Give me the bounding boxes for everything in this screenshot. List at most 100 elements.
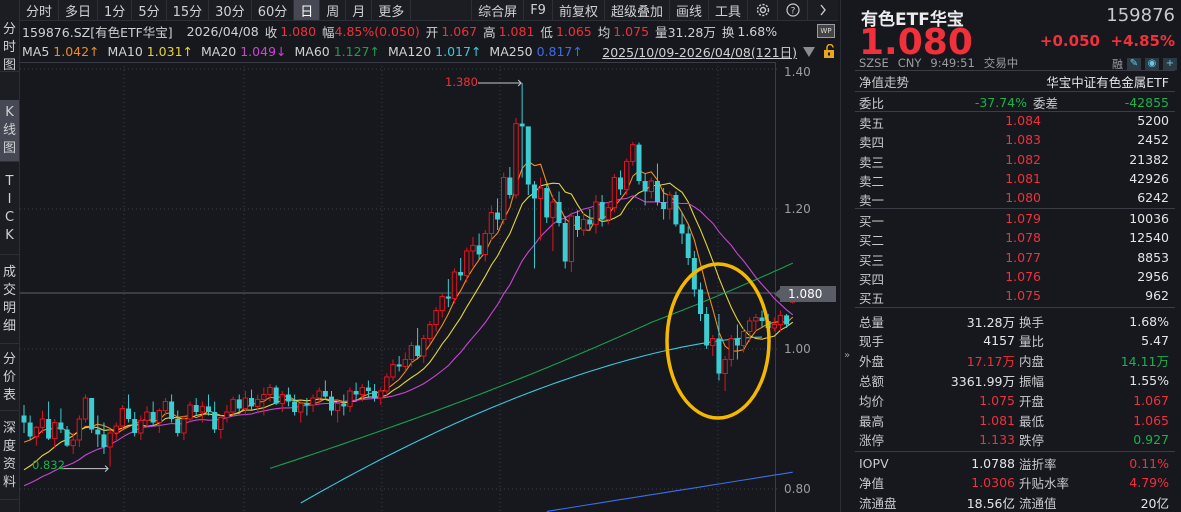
candle[interactable] xyxy=(64,426,70,447)
candlestick-plot[interactable] xyxy=(20,62,840,512)
tools-button[interactable]: 工具 xyxy=(709,0,748,20)
candle[interactable] xyxy=(292,394,298,416)
composite-screen-button[interactable]: 综合屏 xyxy=(472,0,525,20)
period-1min[interactable]: 1分 xyxy=(98,0,133,20)
candle[interactable] xyxy=(169,394,175,423)
candle[interactable] xyxy=(759,310,765,329)
candle[interactable] xyxy=(365,380,371,399)
candle[interactable] xyxy=(753,314,759,332)
candle[interactable] xyxy=(464,247,470,283)
candle[interactable] xyxy=(513,118,519,199)
bell-icon[interactable]: ◉ xyxy=(1145,58,1159,70)
candle[interactable] xyxy=(156,408,163,434)
edit-icon[interactable]: ✎ xyxy=(1127,58,1141,70)
candle[interactable] xyxy=(390,359,396,381)
kline-chart[interactable]: 1.40 1.20 1.00 0.80 1.080 1.380 0.832 xyxy=(20,62,840,512)
candle[interactable] xyxy=(27,415,33,441)
candle[interactable] xyxy=(661,188,667,220)
candle[interactable] xyxy=(740,328,747,353)
candle[interactable] xyxy=(212,401,218,434)
order-book-row[interactable]: 卖五 1.084 5200 xyxy=(855,113,1175,132)
candle[interactable] xyxy=(704,307,710,349)
candle[interactable] xyxy=(316,387,322,406)
candle[interactable] xyxy=(698,282,703,322)
candle[interactable] xyxy=(273,385,279,405)
candle[interactable] xyxy=(144,406,150,428)
candle[interactable] xyxy=(33,426,40,446)
candle[interactable] xyxy=(242,391,249,416)
candle[interactable] xyxy=(728,335,734,367)
candle[interactable] xyxy=(353,382,359,400)
candle[interactable] xyxy=(402,352,409,372)
candle[interactable] xyxy=(605,202,611,225)
candle[interactable] xyxy=(285,387,291,407)
candle[interactable] xyxy=(236,394,242,413)
candle[interactable] xyxy=(507,167,513,199)
candle[interactable] xyxy=(334,401,341,423)
candle[interactable] xyxy=(101,422,107,455)
candle[interactable] xyxy=(76,415,83,448)
candle[interactable] xyxy=(593,195,599,234)
candle[interactable] xyxy=(777,310,784,332)
candle[interactable] xyxy=(679,212,685,245)
period-5min[interactable]: 5分 xyxy=(132,0,167,20)
order-book-row[interactable]: 卖四 1.083 2452 xyxy=(855,132,1175,151)
candle[interactable] xyxy=(46,401,52,441)
candle[interactable] xyxy=(611,174,618,213)
candle[interactable] xyxy=(415,328,421,360)
candle[interactable] xyxy=(667,191,673,220)
candle[interactable] xyxy=(89,398,95,433)
candle[interactable] xyxy=(304,398,310,416)
period-week[interactable]: 周 xyxy=(320,0,347,20)
candle[interactable] xyxy=(347,387,353,413)
candle[interactable] xyxy=(230,396,236,416)
candle[interactable] xyxy=(648,177,654,199)
draw-line-button[interactable]: 画线 xyxy=(670,0,709,20)
candle[interactable] xyxy=(396,356,402,372)
candle[interactable] xyxy=(525,126,531,195)
candle[interactable] xyxy=(162,398,169,416)
candle[interactable] xyxy=(187,401,193,423)
candle[interactable] xyxy=(716,314,722,381)
candle[interactable] xyxy=(322,380,328,399)
candle[interactable] xyxy=(95,415,101,448)
nav-trend-row[interactable]: 净值走势 华宝中证有色金属ETF xyxy=(855,72,1175,90)
candle[interactable] xyxy=(433,307,439,332)
candle[interactable] xyxy=(199,401,206,423)
candle[interactable] xyxy=(575,210,580,237)
candle[interactable] xyxy=(341,394,347,416)
candle[interactable] xyxy=(544,184,550,224)
candle[interactable] xyxy=(495,198,501,231)
period-60min[interactable]: 60分 xyxy=(252,0,295,20)
order-book-row[interactable]: 买二 1.078 12540 xyxy=(855,230,1175,249)
candle[interactable] xyxy=(21,405,27,433)
candle[interactable] xyxy=(562,216,568,269)
unlock-icon[interactable] xyxy=(823,44,835,58)
collapse-icon[interactable]: » xyxy=(844,350,851,361)
candle[interactable] xyxy=(378,387,384,406)
candle[interactable] xyxy=(618,170,624,196)
period-more[interactable]: 更多 xyxy=(372,0,412,20)
forward-adjust-button[interactable]: 前复权 xyxy=(553,0,605,20)
period-intraday[interactable]: 分时 xyxy=(20,0,60,20)
candle[interactable] xyxy=(488,205,495,241)
wp-icon[interactable]: WP xyxy=(817,24,835,38)
candle[interactable] xyxy=(722,356,728,391)
period-15min[interactable]: 15分 xyxy=(167,0,210,20)
candle[interactable] xyxy=(138,415,144,441)
candle[interactable] xyxy=(519,83,525,178)
candle[interactable] xyxy=(107,429,113,467)
candle[interactable] xyxy=(673,191,679,227)
order-book-row[interactable]: 买四 1.076 2956 xyxy=(855,269,1175,288)
candle[interactable] xyxy=(771,317,777,332)
candle[interactable] xyxy=(175,410,181,437)
candle[interactable] xyxy=(482,230,488,262)
candle[interactable] xyxy=(249,389,255,411)
order-book-row[interactable]: 卖三 1.082 21382 xyxy=(855,152,1175,171)
period-30min[interactable]: 30分 xyxy=(209,0,252,20)
candle[interactable] xyxy=(630,141,636,166)
nav-trend-label[interactable]: 净值走势 xyxy=(859,74,910,90)
add-icon[interactable]: + xyxy=(1163,58,1177,70)
date-range-link[interactable]: 2025/10/09-2026/04/08(121日) xyxy=(602,45,797,60)
